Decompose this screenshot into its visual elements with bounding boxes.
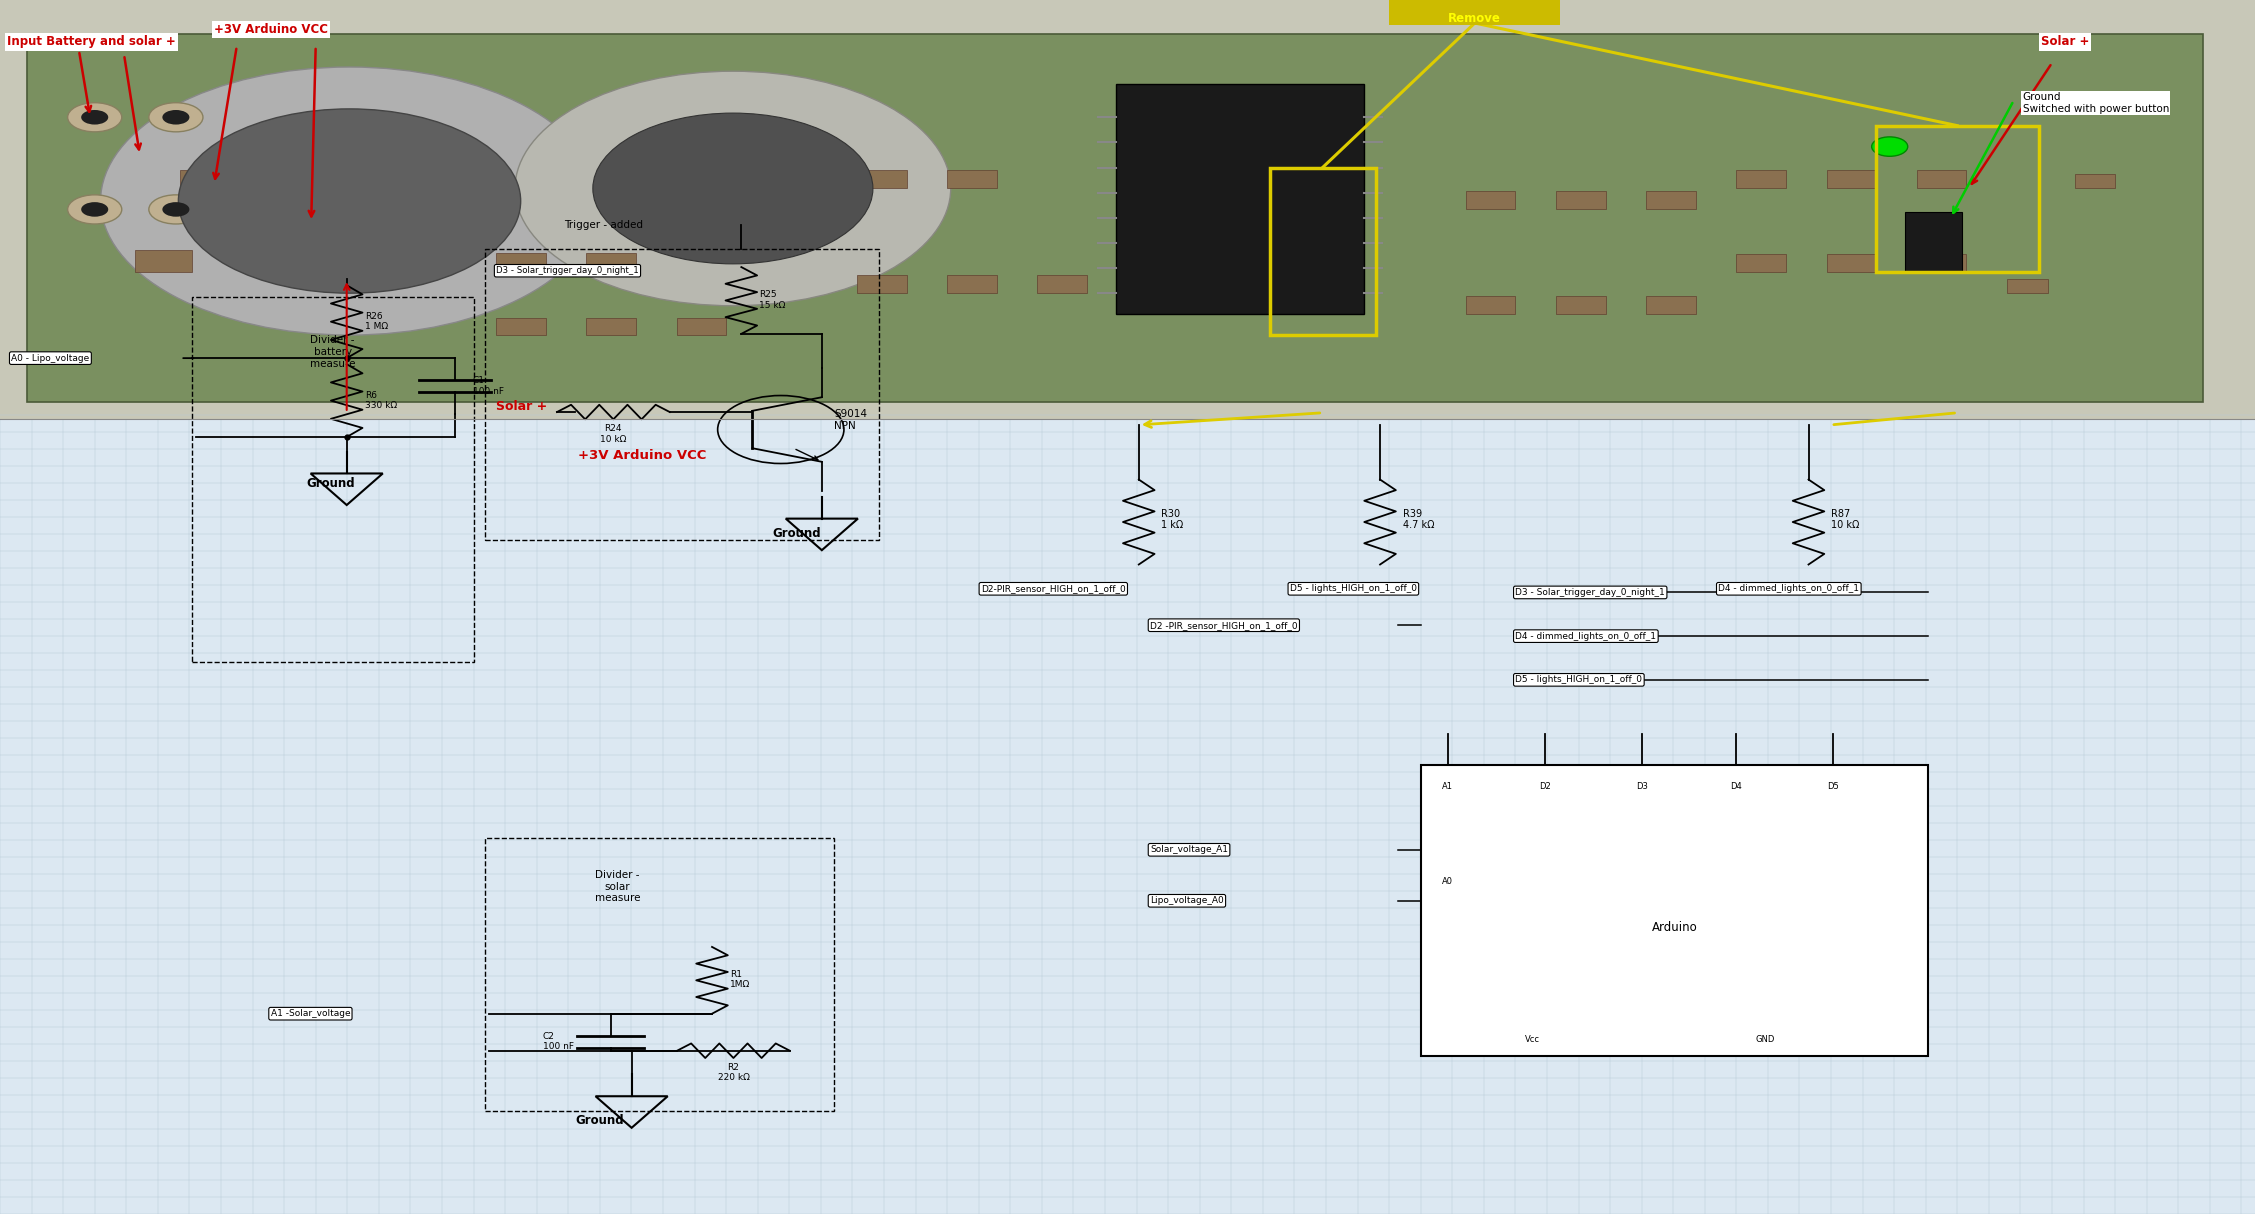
Text: D3 - Solar_trigger_day_0_night_1: D3 - Solar_trigger_day_0_night_1 [496,266,638,276]
Bar [1466,191,1515,209]
Text: Ground: Ground [307,477,354,489]
Bar [1905,211,1962,272]
Circle shape [514,72,952,306]
Bar [0,419,2255,1214]
Text: Solar +: Solar + [496,399,548,413]
Text: R1
1MΩ: R1 1MΩ [731,970,751,989]
Bar [485,249,879,540]
Text: D4 - dimmed_lights_on_0_off_1: D4 - dimmed_lights_on_0_off_1 [1515,631,1657,641]
Text: +3V Arduino VCC: +3V Arduino VCC [214,23,329,36]
Bar [496,318,546,335]
Bar [1876,125,2039,272]
Text: Solar +: Solar + [2041,35,2088,49]
Circle shape [178,109,521,294]
Text: A0: A0 [1443,877,1452,886]
Bar [2075,174,2115,188]
Bar [1116,84,1364,314]
Bar [27,34,2203,402]
Bar [1466,296,1515,314]
Text: Lipo_voltage_A0: Lipo_voltage_A0 [1150,896,1224,906]
Bar [1037,274,1087,293]
Circle shape [593,113,873,263]
Text: R24
10 kΩ: R24 10 kΩ [600,424,627,443]
Text: R2
220 kΩ: R2 220 kΩ [717,1063,749,1082]
Bar [180,170,226,188]
Bar [1270,168,1376,335]
Circle shape [162,110,189,125]
Text: D2: D2 [1538,782,1551,792]
Circle shape [149,194,203,223]
Text: Ground: Ground [771,527,821,540]
Text: Vcc: Vcc [1524,1034,1540,1044]
Bar [586,253,636,272]
Text: A1 -Solar_voltage: A1 -Solar_voltage [271,1009,350,1019]
Circle shape [1872,137,1908,157]
Text: Arduino: Arduino [1651,921,1698,935]
Bar [676,318,726,335]
Text: D4 - dimmed_lights_on_0_off_1: D4 - dimmed_lights_on_0_off_1 [1718,584,1860,594]
Text: D5: D5 [1827,782,1840,792]
Text: D2 -PIR_sensor_HIGH_on_1_off_0: D2 -PIR_sensor_HIGH_on_1_off_0 [1150,620,1297,630]
Bar [1736,170,1786,188]
Text: C1
100 nF: C1 100 nF [474,376,503,396]
Text: D5 - lights_HIGH_on_1_off_0: D5 - lights_HIGH_on_1_off_0 [1290,584,1416,594]
Bar [192,297,474,662]
Bar [1421,765,1928,1056]
Bar [947,274,997,293]
Bar [485,838,834,1111]
Bar [2007,278,2048,293]
Text: D5 - lights_HIGH_on_1_off_0: D5 - lights_HIGH_on_1_off_0 [1515,675,1642,685]
Circle shape [68,194,122,223]
Bar [1736,254,1786,272]
Bar [586,318,636,335]
Text: R30
1 kΩ: R30 1 kΩ [1161,509,1184,531]
Bar [1827,254,1876,272]
Text: R39
4.7 kΩ: R39 4.7 kΩ [1403,509,1434,531]
Bar [1556,191,1606,209]
Text: D3 - Solar_trigger_day_0_night_1: D3 - Solar_trigger_day_0_night_1 [1515,588,1664,597]
Text: R25
15 kΩ: R25 15 kΩ [760,290,785,310]
Bar [135,250,192,272]
Text: Divider -
battery
measure: Divider - battery measure [309,335,356,369]
Circle shape [68,103,122,132]
Text: A1: A1 [1443,782,1452,792]
Circle shape [81,110,108,125]
Text: GND: GND [1757,1034,1775,1044]
Bar [0,0,2255,419]
Text: R87
10 kΩ: R87 10 kΩ [1831,509,1860,531]
Text: S9014
NPN: S9014 NPN [834,409,868,431]
Text: Ground: Ground [575,1114,625,1127]
FancyBboxPatch shape [1389,0,1560,25]
Text: +3V Arduino VCC: +3V Arduino VCC [580,449,706,461]
Bar [857,170,907,188]
Text: A0 - Lipo_voltage: A0 - Lipo_voltage [11,353,90,363]
Bar [1917,170,1966,188]
Circle shape [81,202,108,216]
Bar [1917,254,1966,272]
Bar [857,274,907,293]
Text: D2-PIR_sensor_HIGH_on_1_off_0: D2-PIR_sensor_HIGH_on_1_off_0 [981,584,1125,594]
Text: Ground
Switched with power button: Ground Switched with power button [2023,92,2169,114]
Text: Solar_voltage_A1: Solar_voltage_A1 [1150,845,1229,855]
Bar [496,253,546,272]
Circle shape [149,103,203,132]
Bar [1646,191,1696,209]
Text: D3: D3 [1635,782,1648,792]
Text: R6
330 kΩ: R6 330 kΩ [365,391,397,410]
Text: R26
1 MΩ: R26 1 MΩ [365,312,388,331]
Bar [1827,170,1876,188]
Text: D4: D4 [1730,782,1743,792]
Bar [1556,296,1606,314]
Bar [1646,296,1696,314]
Circle shape [101,67,598,335]
Text: Divider -
solar
measure: Divider - solar measure [595,870,640,903]
Text: Trigger - added: Trigger - added [564,220,643,229]
Text: Remove: Remove [1448,12,1502,25]
Bar [947,170,997,188]
Circle shape [162,202,189,216]
Text: C2
100 nF: C2 100 nF [543,1032,573,1051]
Text: Input Battery and solar +: Input Battery and solar + [7,35,176,49]
